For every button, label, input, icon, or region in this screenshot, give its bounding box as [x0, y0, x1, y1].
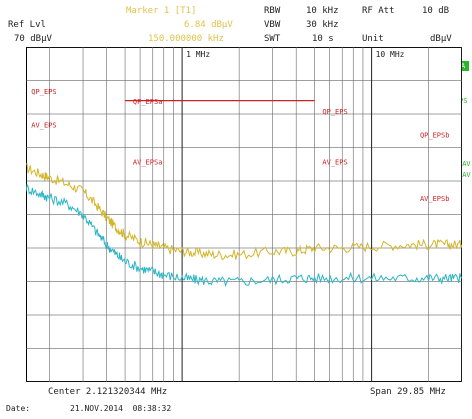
limit-labels: QP_EPS AV_EPS QP_EPSa AV_EPSa QP_EPS AV_EPS QP… — [31, 88, 449, 203]
limit-label: QP_EPSa — [133, 98, 163, 106]
ref-lvl-value: 70 dBµV — [14, 34, 52, 44]
unit-label: Unit — [362, 34, 384, 44]
trace-line — [26, 183, 462, 288]
rbw-label: RBW — [264, 6, 281, 16]
x-major-label: 10 MHz — [376, 50, 405, 59]
traces — [26, 163, 462, 288]
vbw-label: VBW — [264, 20, 281, 30]
view1-label: 1AV — [458, 160, 471, 168]
view2-label: 2AV — [458, 171, 471, 179]
limit-label: AV_EPS — [322, 158, 347, 166]
trace-line — [26, 163, 462, 261]
limit-label: AV_EPSa — [133, 158, 163, 166]
x-axis-labels: 1 MHz 10 MHz — [186, 50, 405, 59]
limit-label: QP_EPS — [322, 108, 347, 116]
unit-value: dBµV — [430, 34, 452, 44]
ref-lvl-label: Ref Lvl — [8, 20, 46, 30]
rf-att-label: RF Att — [362, 6, 395, 16]
limit-label: QP_EPSb — [420, 131, 450, 139]
trace-a-indicator: A — [457, 61, 469, 71]
marker-value: 6.84 dBµV — [184, 20, 233, 30]
span: Span 29.85 MHz — [370, 387, 446, 397]
limit-label: AV_EPSb — [420, 195, 450, 203]
marker-freq: 150.000000 kHz — [148, 34, 224, 44]
marker-title: Marker 1 [T1] — [126, 6, 197, 16]
limit-label: AV_EPS — [31, 121, 56, 129]
peak-detector-label: PS — [459, 97, 468, 105]
rbw-value: 10 kHz — [306, 6, 339, 16]
rf-att-value: 10 dB — [422, 6, 450, 16]
date-value: 21.NOV.2014 08:38:32 — [70, 404, 172, 413]
vbw-value: 30 kHz — [306, 20, 339, 30]
x-major-label: 1 MHz — [186, 50, 210, 59]
date-label: Date: — [6, 404, 31, 413]
center-frequency: Center 2.121320344 MHz — [48, 387, 168, 397]
limit-label: QP_EPS — [31, 88, 56, 96]
swt-value: 10 s — [312, 34, 334, 44]
swt-label: SWT — [264, 34, 281, 44]
